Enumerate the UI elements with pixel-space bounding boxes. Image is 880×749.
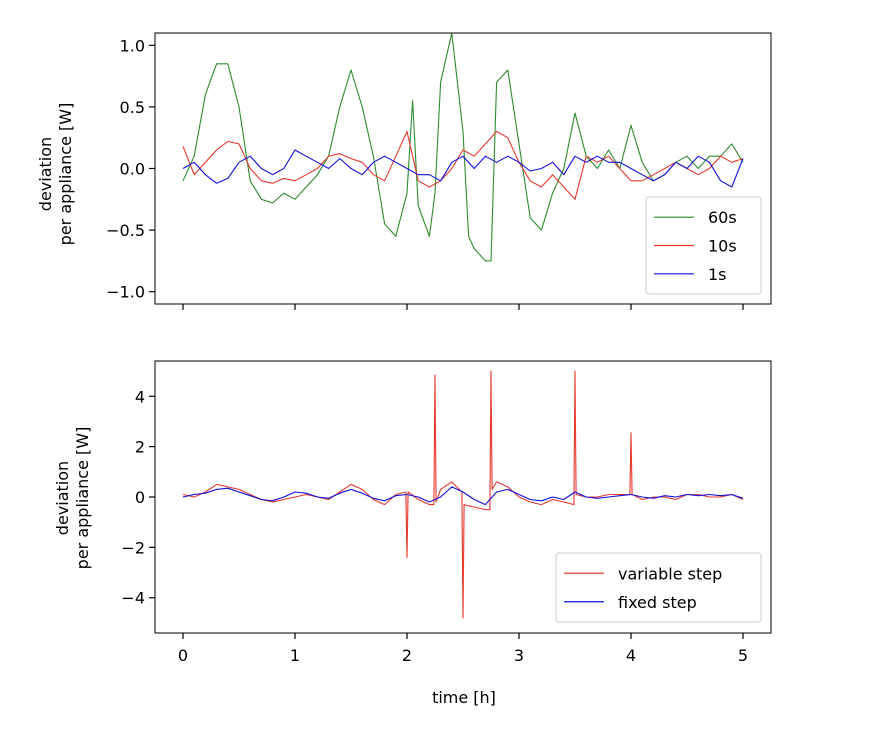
- legend-label-1s: 1s: [708, 265, 727, 284]
- y-tick-label: −0.5: [106, 221, 145, 240]
- y-tick-label: 2: [135, 438, 145, 457]
- top-axes: −1.0 −0.5 0.0 0.5 1.0: [106, 32, 772, 310]
- y-tick-label: 0.5: [120, 98, 145, 117]
- x-tick-label: 0: [178, 646, 188, 665]
- bottom-xlabel: time [h]: [432, 688, 496, 707]
- legend-label-variable-step: variable step: [618, 564, 722, 583]
- bottom-legend: variable step fixed step: [555, 552, 762, 623]
- top-legend: 60s 10s 1s: [645, 196, 762, 295]
- top-ylabel: deviation per appliance [W]: [36, 103, 75, 246]
- y-tick-label: −4: [121, 589, 145, 608]
- top-ylabel-line-1: deviation: [36, 137, 55, 211]
- x-tick-label: 3: [514, 646, 524, 665]
- y-tick-label: 1.0: [120, 36, 145, 55]
- panel-bottom: deviation per appliance [W] 0 1 2 3 4 5 −4 −2 0 2…: [53, 360, 772, 707]
- bottom-ylabel-line-1: deviation: [53, 461, 72, 535]
- series-line-60s: [182, 33, 744, 262]
- series-line-variable-step: [182, 370, 744, 619]
- legend-label-fixed-step: fixed step: [618, 593, 697, 612]
- y-tick-label: 4: [135, 387, 145, 406]
- legend-box: [555, 552, 762, 623]
- bottom-ylabel-line-2: per appliance [W]: [73, 427, 92, 570]
- y-tick-label: 0: [135, 488, 145, 507]
- panel-top: deviation per appliance [W] −1.0 −0.5 0.0 0…: [36, 32, 772, 310]
- top-ylabel-line-2: per appliance [W]: [56, 103, 75, 246]
- series-line-1s: [182, 149, 744, 188]
- y-tick-label: −2: [121, 538, 145, 557]
- x-tick-label: 2: [402, 646, 412, 665]
- x-tick-label: 1: [290, 646, 300, 665]
- bottom-axes: 0 1 2 3 4 5 −4 −2 0 2 4: [121, 360, 772, 665]
- y-tick-label: −1.0: [106, 283, 145, 302]
- bottom-ylabel: deviation per appliance [W]: [53, 427, 92, 570]
- series-line-fixed-step: [182, 486, 744, 506]
- bottom-series-lines: [182, 370, 744, 619]
- y-tick-label: 0.0: [120, 160, 145, 179]
- series-line-10s: [182, 130, 744, 200]
- legend-label-10s: 10s: [708, 237, 737, 256]
- x-tick-label: 4: [626, 646, 636, 665]
- legend-label-60s: 60s: [708, 208, 737, 227]
- x-tick-label: 5: [738, 646, 748, 665]
- legend-box: [645, 196, 762, 295]
- top-series-lines: [182, 33, 744, 262]
